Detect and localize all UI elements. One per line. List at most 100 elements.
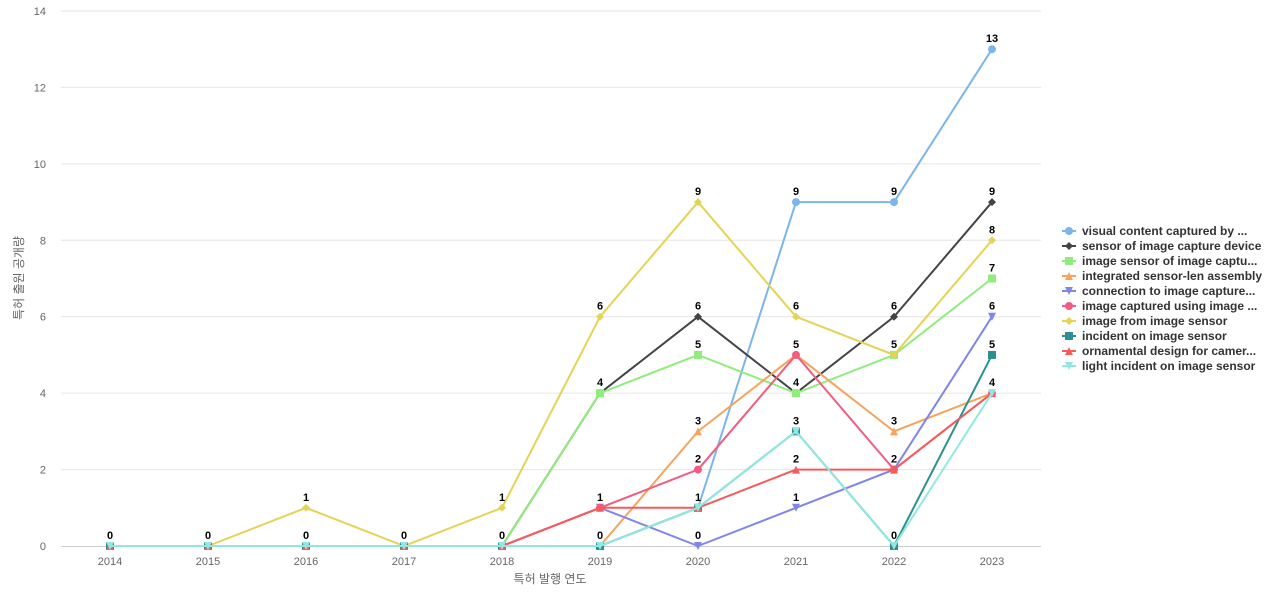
data-label: 0 <box>401 530 407 542</box>
data-point <box>694 503 702 512</box>
data-label: 5 <box>695 339 701 351</box>
y-tick-label: 2 <box>40 465 46 477</box>
series-line <box>109 48 993 547</box>
legend-label: connection to image capture... <box>1082 284 1255 298</box>
series-3 <box>106 350 996 550</box>
data-label: 9 <box>989 186 995 198</box>
data-labels: 0 0 1 0 0 1 0 6 4 1 0 9 6 5 3 2 1 0 9 6 5 4 3 2 1 9 6 5 3 2 0 13 9 8 7 6 5 4 <box>107 33 998 542</box>
legend-label: incident on image sensor <box>1082 329 1227 343</box>
legend-marker <box>1065 272 1073 280</box>
series-line <box>109 353 993 547</box>
data-point <box>694 427 702 436</box>
data-label: 0 <box>499 530 505 542</box>
series-6 <box>106 198 996 550</box>
data-label: 9 <box>695 186 701 198</box>
data-label: 0 <box>891 530 897 542</box>
data-point <box>988 389 996 398</box>
data-point <box>792 389 800 398</box>
x-tick-label: 2019 <box>588 556 612 568</box>
series-line <box>109 392 993 547</box>
data-point <box>890 198 898 207</box>
x-tick-label: 2016 <box>294 556 318 568</box>
legend-item[interactable]: sensor of image capture device <box>1062 239 1262 253</box>
legend-label: light incident on image sensor <box>1082 359 1256 373</box>
legend-item[interactable]: image captured using image ... <box>1062 299 1257 313</box>
legend-item[interactable]: incident on image sensor <box>1062 329 1227 343</box>
data-point <box>596 542 604 550</box>
series-line <box>109 315 993 547</box>
data-point <box>890 542 898 550</box>
data-label: 6 <box>597 301 603 313</box>
legend-label: sensor of image capture device <box>1082 239 1262 253</box>
series-line <box>109 353 993 547</box>
x-tick-label: 2018 <box>490 556 514 568</box>
series-line <box>109 201 993 547</box>
y-axis-title: 특허 출원 공개량 <box>12 236 26 320</box>
series-lines <box>106 45 996 550</box>
data-label: 13 <box>986 33 998 45</box>
data-point <box>988 350 996 359</box>
legend-item[interactable]: integrated sensor-len assembly <box>1062 269 1262 283</box>
data-label: 9 <box>891 186 897 198</box>
data-label: 2 <box>695 454 701 466</box>
data-point <box>498 503 506 512</box>
data-point <box>596 503 604 512</box>
x-tick-label: 2020 <box>686 556 710 568</box>
x-tick-label: 2014 <box>98 556 122 568</box>
legend-item[interactable]: ornamental design for camer... <box>1062 344 1256 358</box>
legend-label: image from image sensor <box>1082 314 1228 328</box>
series-line <box>109 201 993 547</box>
series-line <box>109 353 993 547</box>
data-point <box>890 350 898 359</box>
y-tick-label: 8 <box>40 235 46 247</box>
data-label: 1 <box>695 492 701 504</box>
data-point <box>988 198 996 207</box>
data-point <box>890 312 898 321</box>
data-point <box>694 350 702 359</box>
data-label: 0 <box>303 530 309 542</box>
legend-item[interactable]: image sensor of image captu... <box>1062 254 1257 268</box>
data-point <box>204 542 212 550</box>
data-label: 6 <box>695 301 701 313</box>
series-1 <box>106 198 996 550</box>
data-label: 1 <box>499 492 505 504</box>
legend-marker <box>1065 347 1073 355</box>
data-point <box>596 389 604 398</box>
series-5 <box>106 350 996 550</box>
data-label: 6 <box>793 301 799 313</box>
data-point <box>792 198 800 207</box>
y-tick-label: 6 <box>40 312 46 324</box>
legend-marker <box>1065 317 1073 325</box>
data-point <box>988 236 996 245</box>
y-tick-label: 0 <box>40 541 46 553</box>
legend-item[interactable]: image from image sensor <box>1062 314 1228 328</box>
data-point <box>400 542 408 550</box>
data-point <box>792 350 800 359</box>
legend-item[interactable]: light incident on image sensor <box>1062 359 1256 373</box>
data-point <box>792 465 800 474</box>
data-label: 5 <box>989 339 995 351</box>
data-label: 5 <box>891 339 897 351</box>
y-tick-label: 14 <box>34 6 46 18</box>
legend-label: visual content captured by ... <box>1082 224 1247 238</box>
x-tick-label: 2023 <box>980 556 1004 568</box>
data-point <box>694 542 702 550</box>
data-label: 1 <box>793 492 799 504</box>
data-label: 3 <box>695 415 701 427</box>
legend-label: image sensor of image captu... <box>1082 254 1257 268</box>
data-label: 7 <box>989 263 995 275</box>
legend-marker <box>1065 257 1073 265</box>
data-point <box>694 198 702 207</box>
x-tick-label: 2021 <box>784 556 808 568</box>
legend-item[interactable]: connection to image capture... <box>1062 284 1255 298</box>
data-label: 0 <box>107 530 113 542</box>
legend-item[interactable]: visual content captured by ... <box>1062 224 1247 238</box>
legend-label: integrated sensor-len assembly <box>1082 269 1262 283</box>
legend-marker <box>1065 227 1073 235</box>
legend-marker <box>1065 362 1073 370</box>
data-point <box>596 312 604 321</box>
data-label: 1 <box>303 492 309 504</box>
data-label: 4 <box>597 377 604 389</box>
legend-marker <box>1065 242 1073 250</box>
x-tick-label: 2017 <box>392 556 416 568</box>
